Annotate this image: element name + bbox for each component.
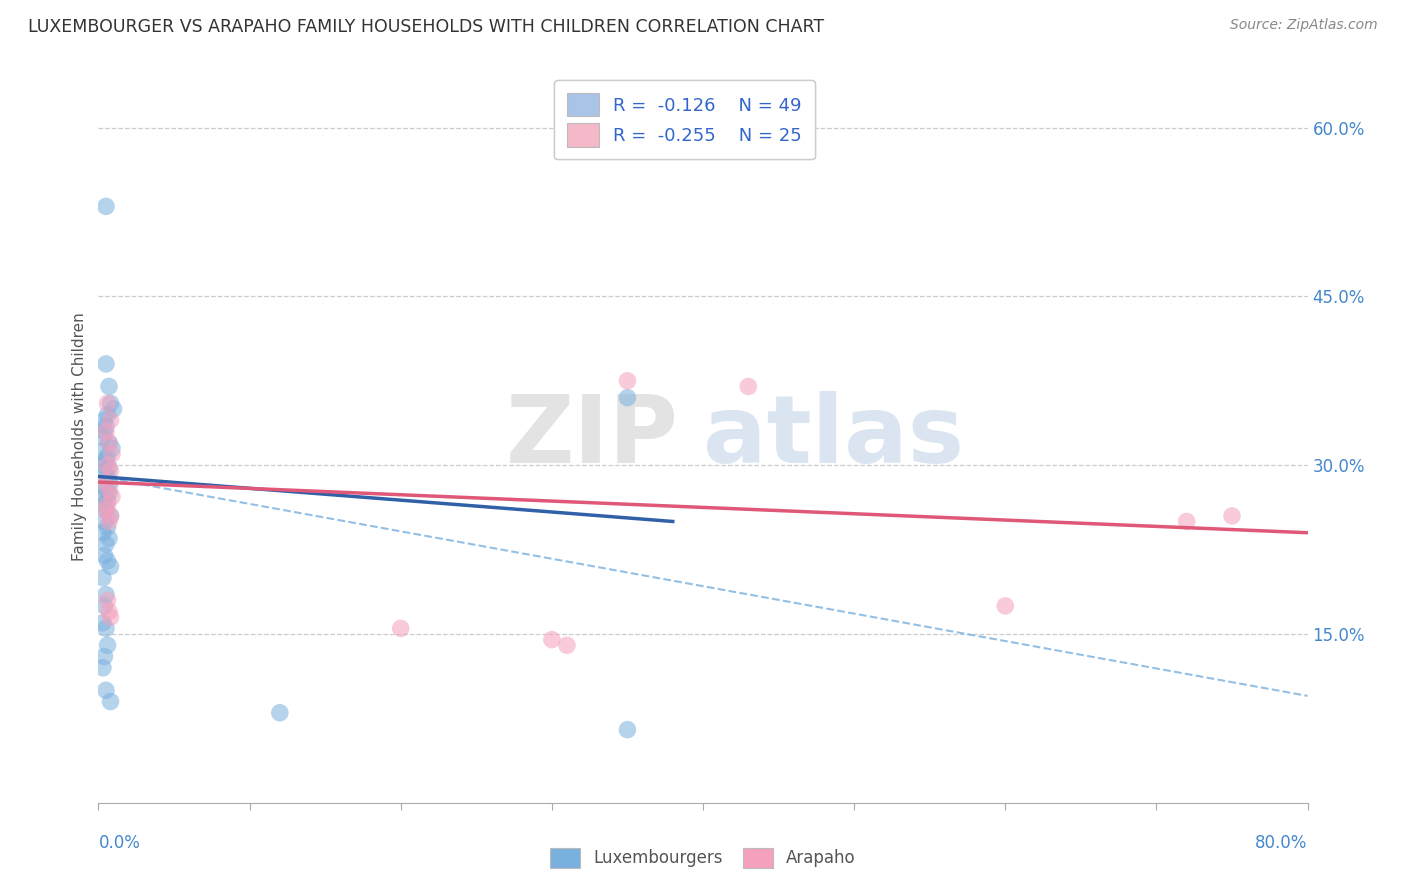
Point [94, 483, 117, 497]
Point [93, 515, 115, 529]
Point [91, 615, 114, 630]
Point [94, 357, 117, 371]
Point [90, 444, 112, 458]
Point [94, 475, 117, 489]
Point [100, 396, 122, 410]
Point [94, 683, 117, 698]
Point [94, 621, 117, 635]
Point [98, 483, 121, 497]
Point [93, 599, 115, 613]
Point [96, 408, 118, 422]
Point [616, 374, 638, 388]
Point [100, 508, 122, 523]
Text: atlas: atlas [703, 391, 965, 483]
Point [737, 379, 759, 393]
Point [94, 425, 117, 439]
Point [96, 520, 118, 534]
Text: 0.0%: 0.0% [98, 834, 141, 852]
Point [103, 401, 125, 416]
Point [98, 486, 121, 500]
Point [616, 723, 638, 737]
Point [96, 638, 118, 652]
Point [96, 498, 118, 512]
Point [94, 537, 117, 551]
Point [96, 494, 118, 508]
Text: LUXEMBOURGER VS ARAPAHO FAMILY HOUSEHOLDS WITH CHILDREN CORRELATION CHART: LUXEMBOURGER VS ARAPAHO FAMILY HOUSEHOLD… [28, 18, 824, 36]
Point [101, 442, 124, 456]
Point [91, 498, 114, 512]
Point [1220, 508, 1243, 523]
Point [94, 503, 117, 517]
Point [94, 503, 117, 517]
Point [616, 391, 638, 405]
Point [98, 605, 121, 619]
Point [100, 694, 122, 708]
Point [96, 458, 118, 473]
Point [100, 559, 122, 574]
Point [101, 447, 124, 461]
Point [98, 435, 121, 450]
Y-axis label: Family Households with Children: Family Households with Children [72, 313, 87, 561]
Point [389, 621, 412, 635]
Legend: Luxembourgers, Arapaho: Luxembourgers, Arapaho [544, 841, 862, 875]
Point [93, 548, 115, 562]
Point [96, 554, 118, 568]
Point [91, 478, 114, 492]
Point [98, 460, 121, 475]
Point [96, 469, 118, 483]
Point [269, 706, 291, 720]
Point [91, 525, 114, 540]
Point [100, 464, 122, 478]
Point [93, 425, 115, 439]
Point [94, 588, 117, 602]
Point [93, 464, 115, 478]
Text: Source: ZipAtlas.com: Source: ZipAtlas.com [1230, 18, 1378, 32]
Point [94, 452, 117, 467]
Point [96, 449, 118, 463]
Point [94, 199, 117, 213]
Point [91, 571, 114, 585]
Point [93, 413, 115, 427]
Legend: R =  -0.126    N = 49, R =  -0.255    N = 25: R = -0.126 N = 49, R = -0.255 N = 25 [554, 80, 815, 160]
Point [98, 379, 121, 393]
Point [91, 661, 114, 675]
Point [91, 430, 114, 444]
Point [101, 490, 124, 504]
Point [555, 638, 578, 652]
Point [91, 458, 114, 473]
Point [1175, 515, 1198, 529]
Point [100, 508, 122, 523]
Point [100, 413, 122, 427]
Text: ZIP: ZIP [506, 391, 679, 483]
Point [94, 418, 117, 433]
Point [96, 593, 118, 607]
Point [100, 475, 122, 489]
Point [540, 632, 562, 647]
Point [100, 610, 122, 624]
Point [98, 515, 121, 529]
Point [98, 435, 121, 450]
Text: 80.0%: 80.0% [1256, 834, 1308, 852]
Point [98, 532, 121, 546]
Point [93, 649, 115, 664]
Point [96, 396, 118, 410]
Point [93, 490, 115, 504]
Point [994, 599, 1017, 613]
